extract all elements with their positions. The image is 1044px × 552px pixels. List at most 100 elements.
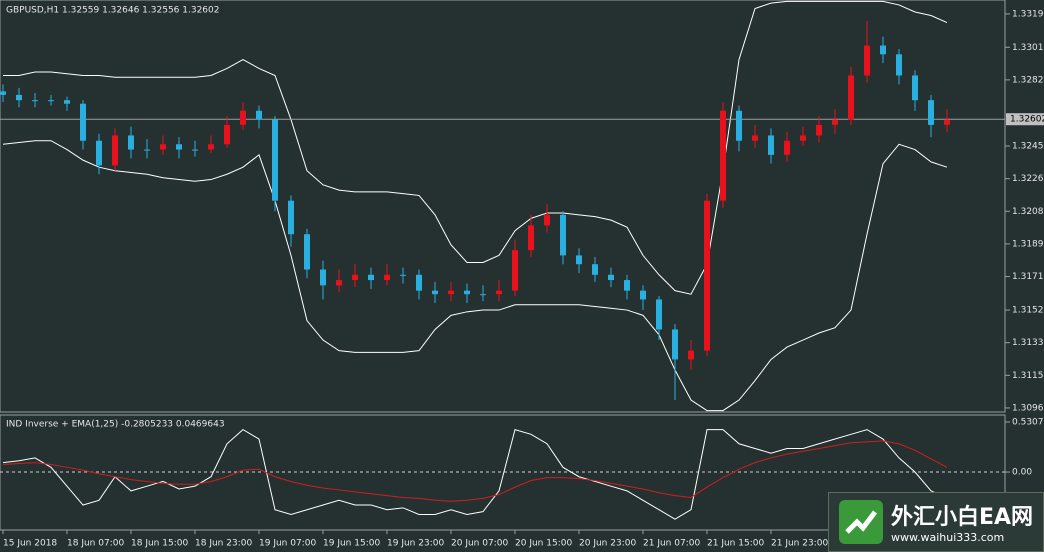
y-tick-label: 1.32825 [1012,75,1044,85]
x-tick-label: 19 Jun 23:00 [387,539,444,549]
candle-body [352,274,358,281]
candle-body [304,234,310,270]
logo [839,500,883,544]
y-tick-label: 1.32450 [1012,142,1044,152]
candle-body [688,350,694,360]
candle-body [432,290,438,295]
candle-body [816,124,822,136]
candle-body [368,274,374,281]
candle-body [848,75,854,120]
candle-body [448,290,454,295]
candle-body [0,91,6,95]
candle-body [288,200,294,235]
y-tick-label: 0.53071 [1012,418,1044,428]
last-price-box [1006,113,1044,126]
candle-body [336,280,342,286]
candle-body [496,290,502,295]
x-tick-label: 20 Jun 07:00 [451,539,508,549]
lower-band [2,140,948,412]
candle-body [320,269,326,286]
x-tick-label: 21 Jun 07:00 [643,539,700,549]
watermark-url: www.waihui333.com [891,531,1005,544]
candle-body [784,140,790,155]
candle-body [256,110,262,120]
candle-body [128,135,134,150]
x-tick-label: 21 Jun 15:00 [707,539,764,549]
candle-body [528,225,534,251]
x-tick-label: 18 Jun 23:00 [195,539,252,549]
main-title: GBPUSD,H1 1.32559 1.32646 1.32556 1.3260… [6,6,219,16]
y-tick-label: 1.31710 [1012,272,1044,282]
candle-body [112,135,118,166]
indicator-line [2,428,948,520]
candle-body [592,264,598,275]
y-tick-label: 1.31520 [1012,306,1044,316]
y-tick-label: 1.31895 [1012,239,1044,249]
candle-body [32,100,38,102]
candle-body [896,54,902,76]
candle-body [880,45,886,55]
x-tick-label: 21 Jun 23:00 [771,539,828,549]
candle-body [224,124,230,145]
candle-body [480,294,486,296]
candle-body [672,329,678,360]
candle-body [608,274,614,281]
x-tick-label: 19 Jun 15:00 [323,539,380,549]
candle-body [80,103,86,141]
y-tick-label: 0.00 [1012,468,1032,478]
y-tick-label: 1.33010 [1012,43,1044,53]
y-tick-label: 1.32265 [1012,174,1044,184]
candle-body [160,144,166,150]
last-price-label: 1.32602 [1010,115,1044,125]
candle-body [144,149,150,151]
candle-body [176,144,182,150]
y-tick-label: 1.31335 [1012,338,1044,348]
candle-body [192,149,198,151]
candle-body [560,214,566,256]
x-tick-label: 18 Jun 07:00 [67,539,124,549]
x-tick-label: 20 Jun 23:00 [579,539,636,549]
candle-body [928,100,934,125]
candle-body [752,135,758,141]
candle-body [576,255,582,265]
y-tick-label: 1.33199 [1012,9,1044,19]
candle-body [944,119,950,125]
x-tick-label: 20 Jun 15:00 [515,539,572,549]
watermark: 外汇小白EA网 www.waihui333.com [828,492,1044,552]
y-tick-label: 1.32080 [1012,207,1044,217]
candle-body [800,135,806,141]
candle-body [384,274,390,281]
candle-body [416,274,422,291]
main-frame [0,0,1006,413]
candle-body [400,274,406,276]
candle-body [864,45,870,76]
y-tick-label: 1.31150 [1012,371,1044,381]
candle-body [96,140,102,166]
candle-body [48,100,54,102]
candle-body [640,290,646,300]
candle-body [768,135,774,155]
candle-body [464,290,470,295]
candle-body [208,144,214,150]
candle-body [240,110,246,125]
candle-body [272,119,278,201]
candle-body [544,214,550,226]
candle-body [16,94,22,101]
x-tick-label: 15 Jun 2018 [3,539,57,549]
candle-body [832,119,838,125]
indicator-line [2,440,948,502]
x-tick-label: 18 Jun 15:00 [131,539,188,549]
candle-body [656,299,662,330]
y-tick-label: 1.30965 [1012,403,1044,413]
upper-band [3,0,948,295]
candle-body [912,75,918,101]
candle-body [704,200,710,351]
watermark-title: 外汇小白EA网 [891,505,1034,530]
candle-body [512,250,518,291]
indicator-title: IND Inverse + EMA(1,25) -0.2805233 0.046… [6,420,225,430]
candle-body [64,100,70,104]
candle-body [736,110,742,141]
candle-body [720,110,726,201]
